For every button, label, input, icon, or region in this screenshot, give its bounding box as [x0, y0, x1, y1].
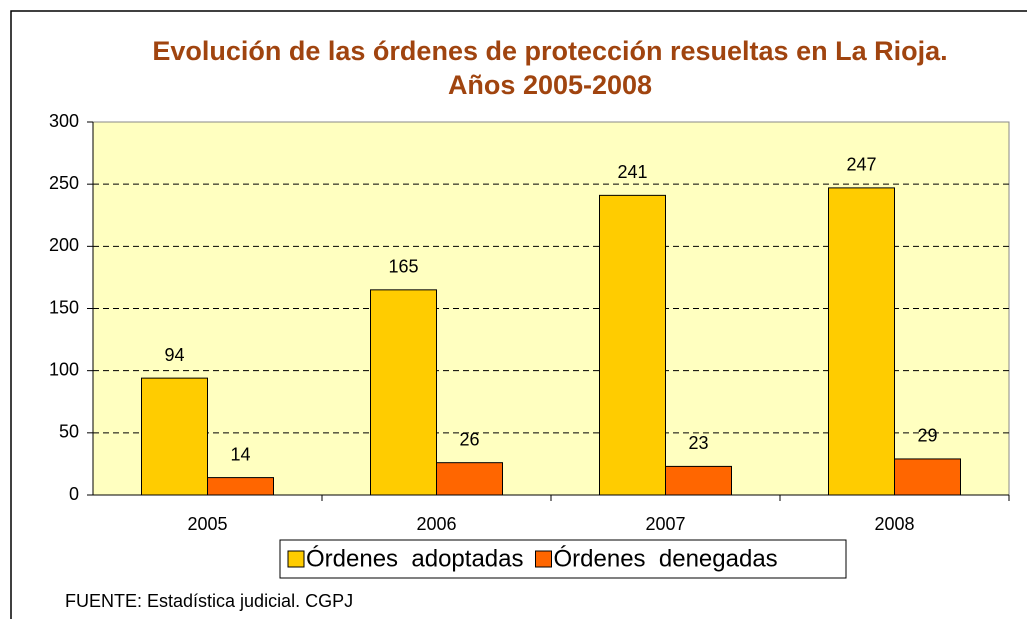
value-label: 241 — [617, 162, 647, 182]
legend-label: Órdenes adoptadas — [306, 545, 524, 572]
value-label: 247 — [846, 155, 876, 175]
bar — [370, 289, 437, 496]
source: FUENTE: Estadística judicial. CGPJ — [65, 591, 353, 611]
y-tick-label: 0 — [69, 484, 79, 504]
bar — [436, 462, 503, 496]
x-tick-label: 2008 — [874, 514, 914, 534]
value-label: 23 — [688, 433, 708, 453]
legend-swatch — [535, 550, 552, 568]
y-tick-label: 250 — [49, 173, 79, 193]
y-tick-label: 50 — [59, 422, 79, 442]
value-label: 29 — [917, 426, 937, 446]
bar — [141, 377, 208, 496]
legend-label: Órdenes denegadas — [554, 545, 778, 572]
x-tick-label: 2006 — [416, 514, 456, 534]
bar — [599, 194, 666, 496]
x-tick-label: 2005 — [187, 514, 227, 534]
value-label: 14 — [230, 444, 250, 464]
value-label: 165 — [388, 257, 418, 277]
value-label: 94 — [164, 345, 184, 365]
value-label: 26 — [459, 429, 479, 449]
bar — [207, 477, 274, 496]
y-tick-label: 150 — [49, 297, 79, 317]
y-tick-label: 100 — [49, 359, 79, 379]
legend-swatch — [287, 550, 305, 568]
x-tick-label: 2007 — [645, 514, 685, 534]
bar — [665, 465, 732, 496]
chart-title: Evolución de las órdenes de protección r… — [152, 36, 948, 100]
bar — [894, 458, 961, 496]
y-tick-label: 200 — [49, 235, 79, 255]
bar — [828, 187, 895, 496]
legend — [279, 539, 847, 579]
y-tick-label: 300 — [49, 111, 79, 131]
